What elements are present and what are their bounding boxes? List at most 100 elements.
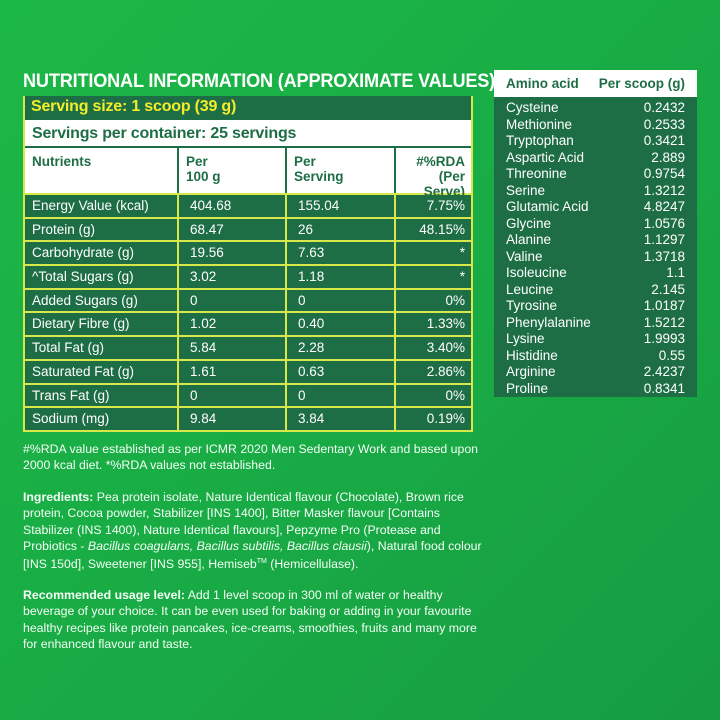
per-100g-value: 0 (179, 289, 287, 312)
rda-value: 7.75% (426, 198, 465, 213)
trademark-symbol: TM (256, 558, 267, 566)
amino-acid-value: 2.889 (651, 149, 685, 165)
rda-value: 0% (445, 292, 465, 308)
amino-acid-value: 0.3421 (643, 133, 685, 148)
amino-acid-name: Threonine (506, 166, 567, 181)
nutrition-table-body: Energy Value (kcal) 404.68 155.04 7.75% Prot… (25, 193, 471, 430)
amino-acid-value: 0.2533 (643, 116, 685, 132)
ingredients-label: Ingredients: (23, 490, 94, 504)
amino-acid-name: Histidine (506, 347, 558, 363)
serving-size: Serving size: 1 scoop (39 g) (25, 96, 471, 120)
amino-acid-value: 1.0576 (643, 215, 685, 231)
amino-acid-name: Arginine (506, 364, 556, 379)
nutrient-name: Trans Fat (g) (25, 384, 179, 407)
per-serving-value: 0 (287, 384, 396, 407)
table-row: Saturated Fat (g) 1.61 0.63 2.86% (25, 358, 471, 383)
amino-acid-value: 0.8341 (643, 380, 685, 396)
rda-value: 2.86% (426, 363, 465, 379)
per-serving-value: 0 (287, 289, 396, 312)
nutrient-name: ^Total Sugars (g) (25, 266, 179, 288)
amino-acid-name: Phenylalanine (506, 314, 591, 330)
amino-acid-name: Alanine (506, 232, 552, 247)
nutrient-name: Saturated Fat (g) (25, 360, 179, 383)
amino-acid-name: Proline (506, 380, 549, 396)
per-serving-value: 0.63 (287, 360, 396, 383)
list-item: Glutamic Acid 4.8247 (506, 199, 685, 216)
usage-label: Recommended usage level: (23, 588, 185, 602)
usage-paragraph: Recommended usage level: Add 1 level sco… (23, 588, 477, 651)
amino-acid-value: 1.1297 (643, 232, 685, 247)
header-per-serving: Per Serving (287, 148, 396, 193)
list-item: Serine 1.3212 (506, 183, 685, 200)
rda-value: 0.19% (426, 411, 465, 427)
header-per-scoop: Per scoop (g) (598, 76, 685, 91)
header-nutrients: Nutrients (25, 148, 179, 193)
amino-acid-value: 4.8247 (643, 199, 685, 214)
list-item: Valine 1.3718 (506, 249, 685, 266)
nutrient-name: Total Fat (g) (25, 337, 179, 359)
table-row: ^Total Sugars (g) 3.02 1.18 * (25, 264, 471, 288)
rda-value: 48.15% (419, 221, 465, 237)
rda-value: * (459, 269, 465, 285)
table-row: Total Fat (g) 5.84 2.28 3.40% (25, 335, 471, 359)
nutrient-name: Carbohydrate (g) (25, 242, 179, 265)
list-item: Tyrosine 1.0187 (506, 298, 685, 315)
per-serving-value: 2.28 (287, 337, 396, 359)
rda-value: 3.40% (426, 340, 465, 356)
list-item: Histidine 0.55 (506, 348, 685, 365)
page-title: NUTRITIONAL INFORMATION (APPROXIMATE VAL… (23, 70, 501, 92)
per-100g-value: 1.61 (179, 360, 287, 383)
rda-value: 0% (445, 387, 465, 403)
list-item: Isoleucine 1.1 (506, 265, 685, 282)
per-100g-value: 5.84 (179, 337, 287, 359)
rda-footnote: #%RDA value established as per ICMR 2020… (23, 442, 479, 473)
per-100g-value: 19.56 (179, 242, 287, 265)
amino-acid-value: 1.1 (666, 265, 685, 280)
amino-acid-name: Leucine (506, 281, 554, 297)
list-item: Leucine 2.145 (506, 282, 685, 299)
table-row: Protein (g) 68.47 26 48.15% (25, 216, 471, 241)
per-100g-value: 68.47 (179, 218, 287, 241)
per-serving-value: 1.18 (287, 266, 396, 288)
per-serving-value: 7.63 (287, 242, 396, 265)
amino-acid-value: 1.3212 (643, 182, 685, 198)
list-item: Glycine 1.0576 (506, 216, 685, 233)
table-row: Trans Fat (g) 0 0 0% (25, 382, 471, 407)
nutrient-name: Energy Value (kcal) (25, 195, 179, 217)
probiotic-species: Bacillus coagulans, Bacillus subtilis, B… (87, 538, 367, 553)
per-100g-value: 404.68 (179, 195, 287, 217)
amino-acid-value: 1.0187 (643, 298, 685, 313)
amino-acid-name: Tyrosine (506, 298, 558, 313)
list-item: Alanine 1.1297 (506, 232, 685, 249)
amino-acid-value: 1.9993 (643, 331, 685, 346)
header-amino-acid: Amino acid (506, 76, 579, 91)
amino-acid-name: Glutamic Acid (506, 199, 589, 214)
rda-value: 1.33% (426, 316, 465, 332)
list-item: Proline 0.8341 (506, 381, 685, 398)
per-100g-value: 3.02 (179, 266, 287, 288)
amino-acid-name: Serine (506, 182, 546, 198)
amino-acid-value: 2.4237 (643, 364, 685, 379)
amino-acid-value: 0.55 (658, 347, 685, 363)
header-per-100g: Per 100 g (179, 148, 287, 193)
amino-acid-value: 1.3718 (643, 248, 685, 264)
nutrition-table-header: Nutrients Per 100 g Per Serving #%RDA (Per … (25, 148, 471, 199)
amino-acid-value: 1.5212 (643, 314, 685, 330)
servings-per-container: Servings per container: 25 servings (25, 120, 471, 148)
amino-acid-value: 0.9754 (643, 166, 685, 181)
nutrient-name: Added Sugars (g) (25, 289, 179, 312)
nutrient-name: Sodium (mg) (25, 408, 179, 430)
list-item: Tryptophan 0.3421 (506, 133, 685, 150)
amino-acid-value: 0.2432 (643, 100, 685, 115)
amino-acid-name: Valine (506, 248, 543, 264)
nutrition-table: Serving size: 1 scoop (39 g) Servings pe… (23, 96, 473, 432)
header-rda: #%RDA (Per Serve) (416, 154, 465, 199)
table-row: Dietary Fibre (g) 1.02 0.40 1.33% (25, 311, 471, 336)
list-item: Arginine 2.4237 (506, 364, 685, 381)
list-item: Aspartic Acid 2.889 (506, 150, 685, 167)
per-100g-value: 9.84 (179, 408, 287, 430)
table-row: Energy Value (kcal) 404.68 155.04 7.75% (25, 193, 471, 217)
per-serving-value: 26 (287, 218, 396, 241)
amino-acid-table: Amino acid Per scoop (g) Cysteine 0.2432 M… (494, 70, 697, 397)
per-serving-value: 3.84 (287, 408, 396, 430)
